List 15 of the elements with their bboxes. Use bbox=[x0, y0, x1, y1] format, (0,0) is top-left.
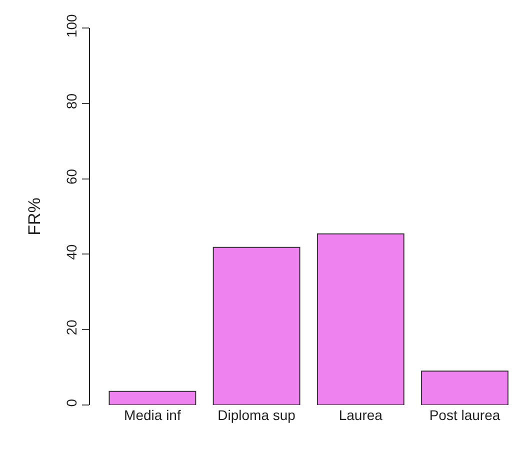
y-tick-label: 20 bbox=[63, 320, 80, 336]
y-tick-label: 80 bbox=[63, 93, 80, 110]
y-tick-label: 0 bbox=[63, 398, 80, 407]
x-tick-label: Diploma sup bbox=[218, 407, 296, 423]
bar bbox=[316, 233, 404, 405]
x-tick-label: Post laurea bbox=[429, 407, 500, 423]
x-tick-label: Laurea bbox=[338, 407, 383, 423]
bar bbox=[421, 370, 508, 405]
x-tick-label: Media inf bbox=[124, 407, 181, 423]
y-tick-label: 100 bbox=[63, 14, 80, 38]
bar bbox=[108, 390, 196, 405]
y-tick-label: 60 bbox=[63, 168, 80, 184]
bar bbox=[212, 246, 300, 405]
y-tick-label: 40 bbox=[63, 244, 80, 260]
y-axis-title: FR% bbox=[24, 198, 44, 236]
